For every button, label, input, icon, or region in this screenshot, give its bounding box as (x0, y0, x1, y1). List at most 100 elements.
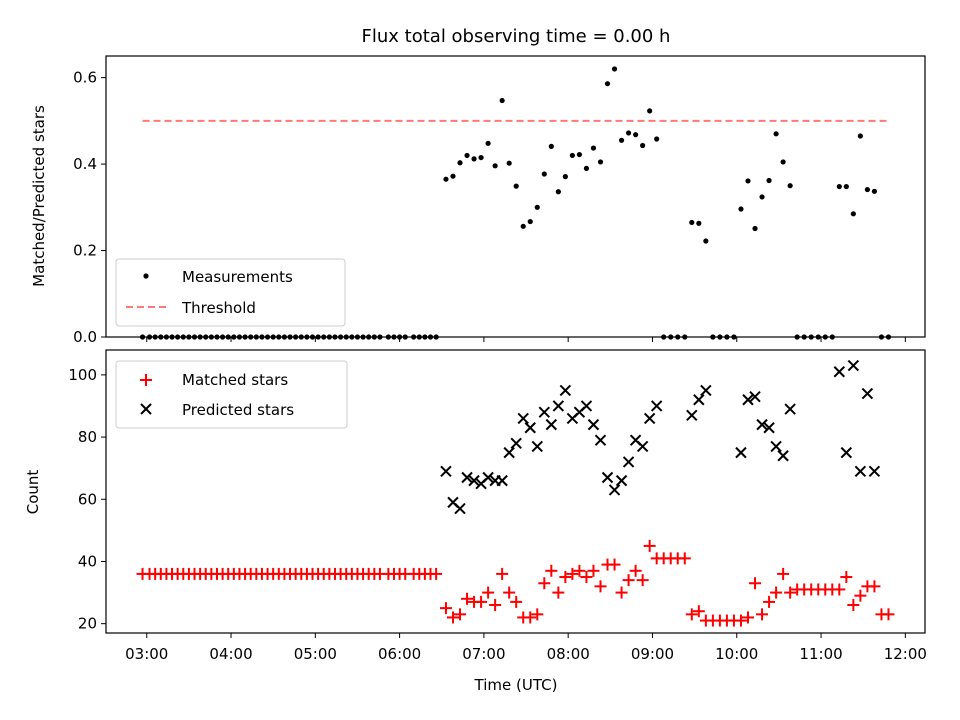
measurement-point (527, 218, 533, 225)
measurement-point (492, 163, 498, 169)
measurement-point (321, 334, 327, 340)
legend-measurements-marker (143, 273, 149, 279)
measurement-point (231, 334, 237, 340)
predicted-star-marker (503, 446, 515, 459)
measurement-point (682, 334, 688, 340)
measurement-point (219, 334, 226, 340)
measurement-point (773, 131, 779, 137)
predicted-star-marker (531, 440, 543, 453)
predicted-star-marker (510, 437, 522, 450)
predicted-star-marker (784, 403, 796, 415)
matched-star-marker (430, 567, 443, 580)
measurement-point (878, 334, 885, 340)
matched-star-marker (622, 574, 635, 587)
predicted-star-marker (833, 366, 846, 378)
bottom-ytick-label: 100 (68, 366, 97, 384)
xtick-label: 07:00 (462, 645, 505, 663)
measurement-point (349, 334, 355, 340)
measurement-point (457, 160, 463, 166)
predicted-star-marker (440, 465, 452, 477)
xtick-label: 04:00 (209, 645, 252, 663)
top-ytick-label: 0.6 (73, 69, 97, 87)
measurement-point (377, 334, 383, 340)
measurement-point (569, 152, 575, 159)
predicted-star-marker (524, 422, 536, 434)
predicted-star-marker (854, 465, 867, 477)
legend-predicted-label: Predicted stars (182, 401, 294, 419)
measurement-point (416, 334, 422, 340)
bottom-axes-frame (105, 349, 926, 634)
measurement-point (276, 334, 282, 340)
matched-star-marker (566, 567, 579, 580)
xtick-label: 10:00 (715, 645, 758, 663)
measurement-point (738, 206, 744, 212)
matched-star-marker (685, 608, 698, 621)
predicted-star-marker (468, 474, 480, 487)
bottom-ytick-label: 40 (78, 552, 97, 570)
predicted-star-marker (496, 474, 508, 487)
measurement-point (366, 334, 372, 340)
measurement-point (360, 334, 366, 340)
top-panel: 0.0 0.2 0.4 0.6 Matched/Predicted stars Mea… (30, 55, 926, 346)
measurement-point (822, 334, 828, 340)
top-legend-box (115, 258, 346, 327)
measurement-point (731, 334, 737, 340)
measurement-point (836, 183, 842, 190)
predicted-star-marker (650, 400, 663, 412)
bottom-legend: Matched stars Predicted stars (115, 360, 348, 429)
measurement-point (871, 188, 878, 194)
measurement-point (815, 334, 821, 340)
measurement-point (829, 334, 835, 340)
measurement-point (794, 334, 800, 340)
measurement-point (647, 108, 653, 114)
measurement-point (158, 334, 164, 340)
matched-star-marker (545, 564, 558, 577)
measurement-point (801, 334, 807, 340)
bottom-y-axis-label: Count (24, 470, 42, 515)
measurement-point (710, 334, 716, 340)
measurement-point (343, 334, 349, 340)
matched-star-marker (573, 564, 586, 577)
measurement-point (402, 334, 408, 340)
measurement-point (411, 334, 417, 340)
predicted-star-marker (742, 394, 754, 406)
xtick-label: 05:00 (294, 645, 337, 663)
predicted-star-marker (840, 446, 853, 459)
matched-star-marker (741, 611, 754, 624)
predicted-star-marker (594, 434, 607, 446)
predicted-star-marker (587, 418, 600, 431)
matched-star-marker (510, 595, 523, 608)
bottom-panel: 20 40 60 80 100 03:00 04:00 05:00 06:00 07:00 08:… (24, 349, 927, 694)
measurement-point (287, 334, 293, 340)
measurement-point (433, 334, 439, 340)
measurement-point (281, 334, 288, 340)
measurement-point (703, 238, 709, 244)
matched-star-marker (854, 589, 867, 602)
predicted-star-marker (643, 412, 656, 425)
predicted-star-marker (454, 502, 466, 515)
matched-star-marker (608, 558, 621, 571)
legend-matched-label: Matched stars (182, 371, 288, 389)
measurement-point (464, 152, 470, 159)
measurement-point (338, 334, 344, 340)
measurement-point (391, 334, 397, 340)
xtick-label: 12:00 (884, 645, 927, 663)
matched-star-marker (678, 552, 691, 565)
matched-star-marker (594, 580, 607, 593)
predicted-star-marker (559, 384, 572, 397)
predicted-star-marker (517, 412, 529, 425)
matched-star-marker (868, 580, 881, 593)
measurement-point (520, 223, 526, 229)
measurement-point (242, 334, 248, 340)
measurement-point (485, 140, 491, 146)
predicted-star-marker (636, 440, 649, 453)
measurement-point (668, 334, 674, 340)
top-ytick-label: 0.0 (73, 328, 97, 346)
measurement-point (214, 334, 220, 340)
matched-star-marker (636, 574, 649, 587)
predicted-star-marker (847, 359, 860, 372)
measurement-point (139, 334, 146, 340)
predicted-star-marker (545, 418, 558, 431)
measurement-point (371, 334, 377, 340)
